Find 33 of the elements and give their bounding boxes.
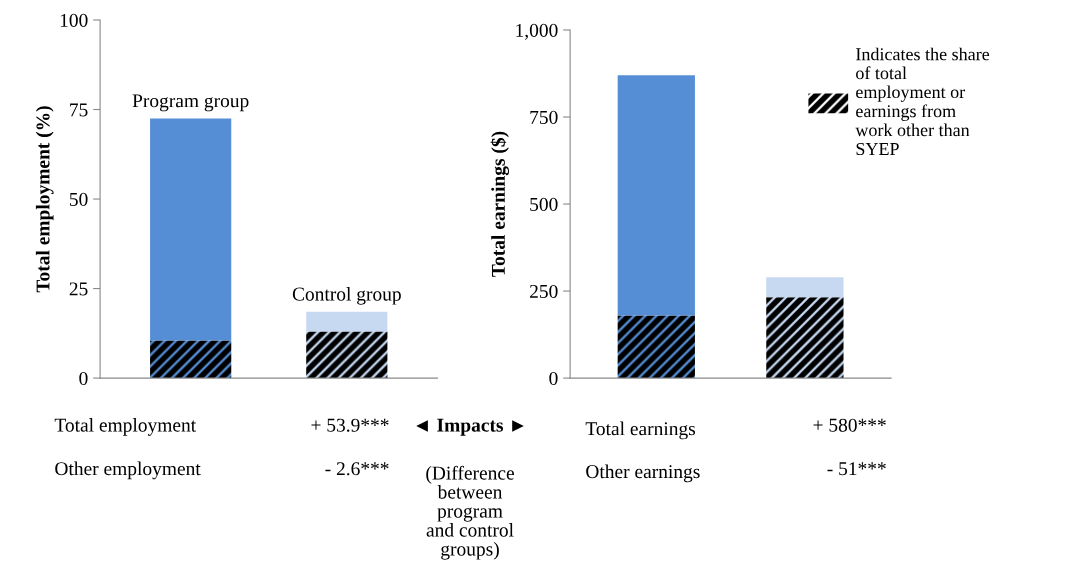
- bar: [306, 331, 388, 379]
- text: (Difference between program and control groups): [426, 465, 514, 560]
- bar: [150, 118, 232, 341]
- text: Total earnings: [585, 421, 696, 440]
- y-tick-label: 50: [69, 192, 88, 206]
- y-axis-title: Total employment (%): [35, 106, 54, 293]
- y-tick-label: 75: [70, 103, 88, 117]
- text: + 580***: [813, 418, 886, 432]
- y-axis-title: Total earnings ($): [490, 131, 509, 277]
- y-tick-label: 500: [530, 197, 558, 211]
- x-tick-label: Program group: [132, 94, 249, 112]
- text: Other employment: [55, 461, 201, 480]
- x-tick-label: Control group: [292, 286, 401, 305]
- text: Other earnings: [586, 464, 700, 483]
- bar: [617, 315, 695, 379]
- bar: [306, 311, 388, 332]
- bar: [766, 297, 844, 379]
- bar: [150, 340, 232, 379]
- text: - 2.6***: [325, 462, 389, 476]
- y-tick-label: 1,000: [516, 23, 558, 40]
- text: + 53.9***: [311, 418, 389, 432]
- y-tick-label: 250: [529, 284, 558, 298]
- y-tick-label: 25: [69, 282, 88, 296]
- y-tick-label: 0: [79, 371, 88, 386]
- y-tick-label: 0: [549, 371, 558, 386]
- bar: [617, 75, 695, 316]
- text: - 51***: [827, 462, 886, 476]
- text: Indicates the share of total employment or earnings from work other than SYEP: [855, 47, 990, 156]
- y-tick-label: 750: [530, 110, 558, 124]
- bar: [766, 277, 844, 298]
- text: Total employment: [54, 418, 197, 436]
- text: ◄ Impacts ►: [416, 418, 524, 436]
- y-tick-label: 100: [60, 13, 88, 27]
